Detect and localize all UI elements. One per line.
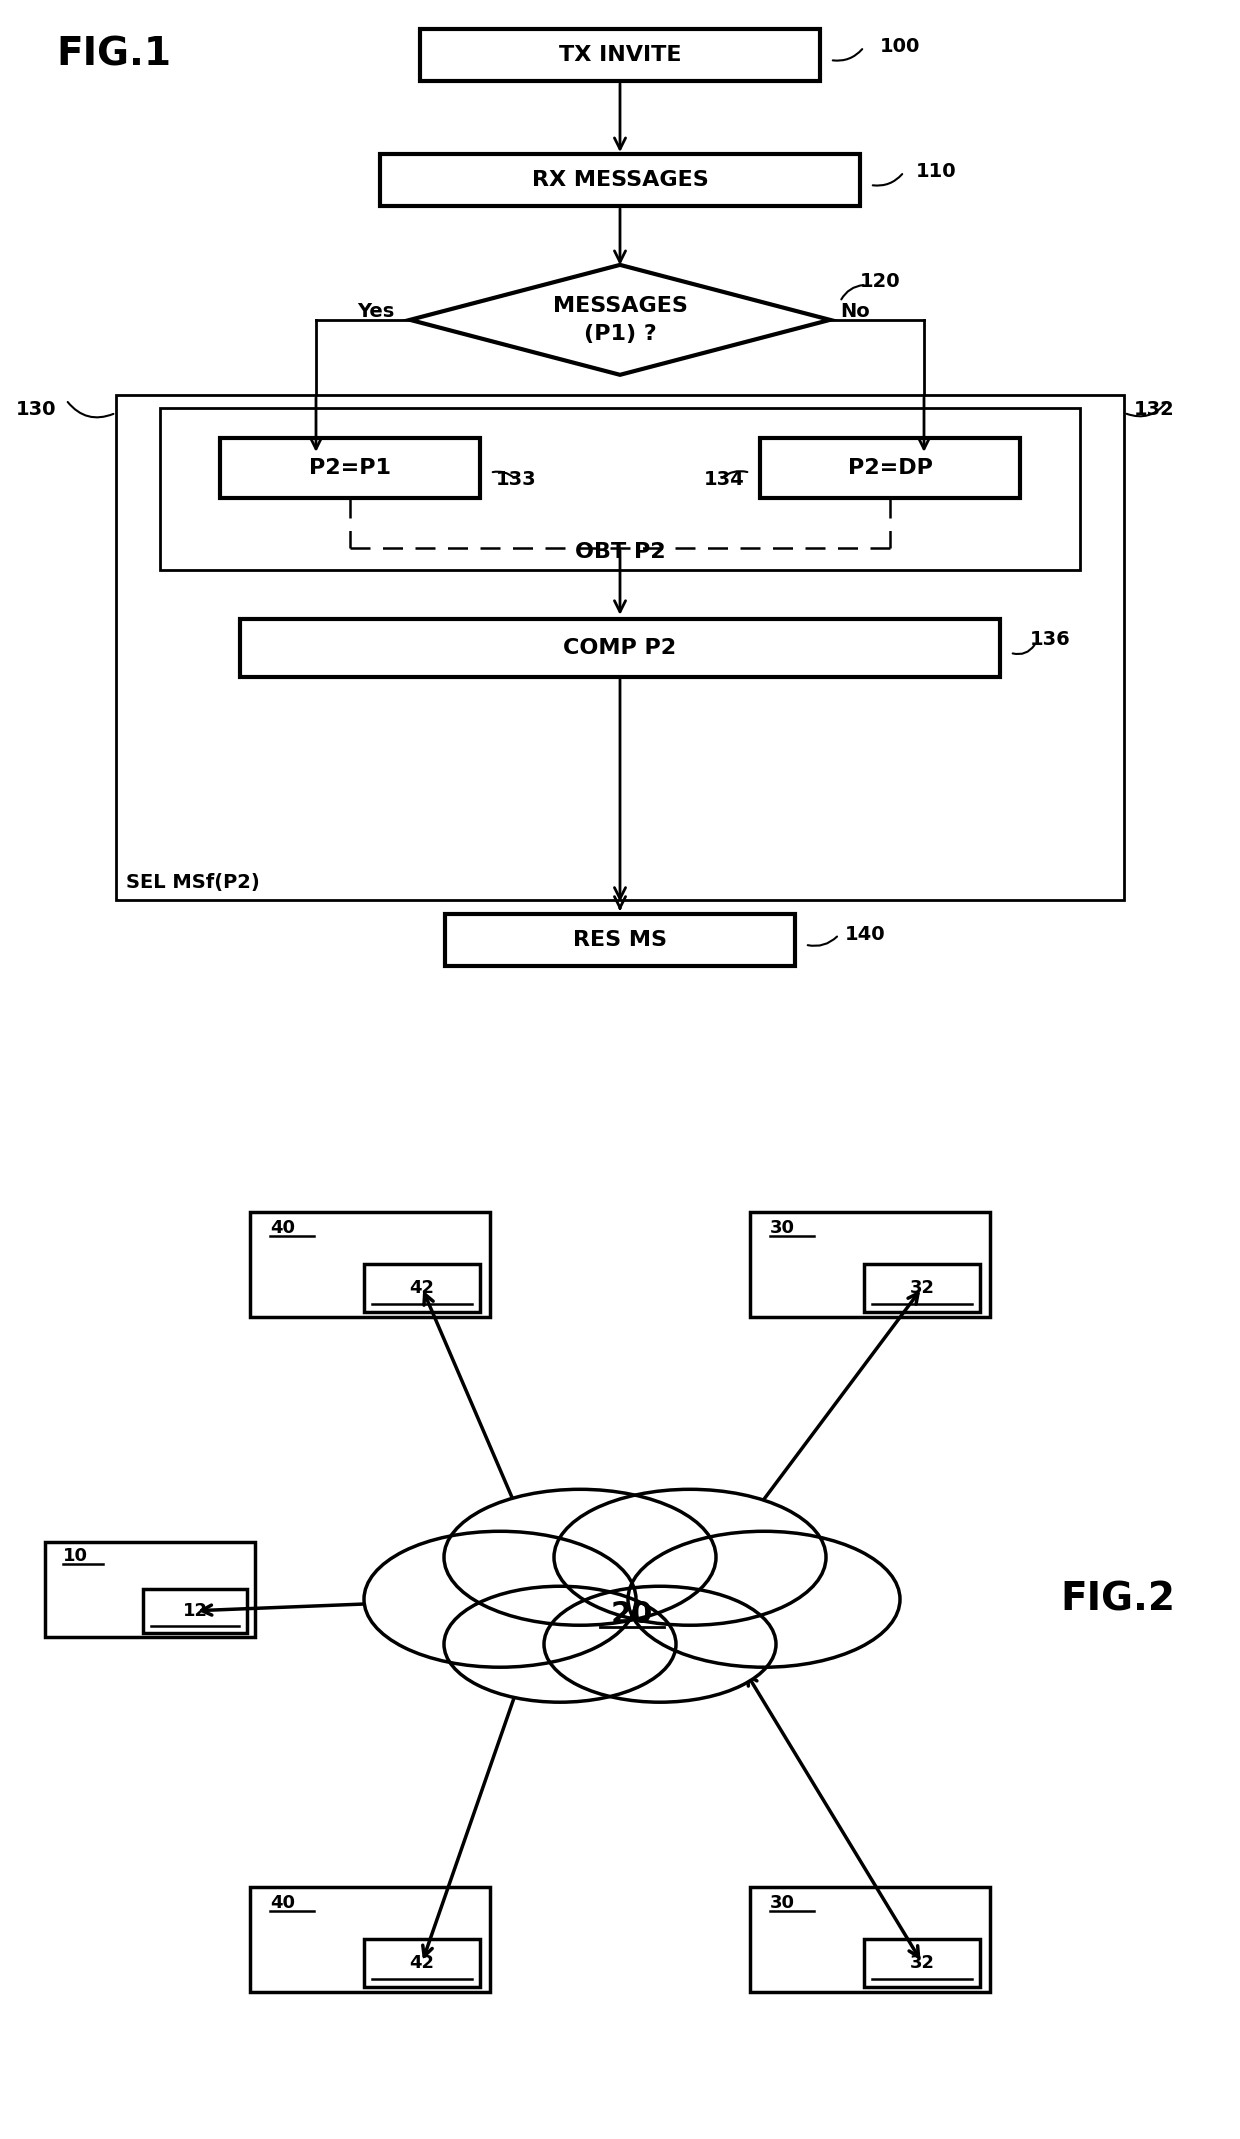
Text: 140: 140 <box>844 924 885 943</box>
Bar <box>117 396 1123 901</box>
Text: 136: 136 <box>1030 631 1071 650</box>
Text: 42: 42 <box>409 1953 434 1972</box>
Bar <box>45 1542 255 1636</box>
Text: 40: 40 <box>270 1219 295 1236</box>
Text: (P1) ?: (P1) ? <box>584 323 656 344</box>
Circle shape <box>444 1587 676 1703</box>
Text: FIG.1: FIG.1 <box>56 36 171 75</box>
Text: 30: 30 <box>770 1893 795 1912</box>
Text: 130: 130 <box>16 400 57 419</box>
Text: SEL MSf(P2): SEL MSf(P2) <box>126 873 259 892</box>
Text: 134: 134 <box>704 471 745 490</box>
Text: 20: 20 <box>611 1600 653 1628</box>
Bar <box>420 30 820 81</box>
Text: No: No <box>839 302 869 321</box>
Circle shape <box>544 1587 776 1703</box>
Bar <box>250 1887 490 1991</box>
Bar <box>241 618 999 676</box>
Circle shape <box>627 1532 900 1666</box>
Text: P2=DP: P2=DP <box>848 458 932 477</box>
Bar <box>379 154 861 205</box>
Bar <box>365 1938 480 1987</box>
Text: 30: 30 <box>770 1219 795 1236</box>
Text: 32: 32 <box>909 1953 935 1972</box>
Text: COMP P2: COMP P2 <box>563 637 677 657</box>
Bar <box>750 1213 990 1318</box>
Text: FIG.2: FIG.2 <box>1060 1581 1176 1619</box>
Bar <box>750 1887 990 1991</box>
Bar <box>445 913 795 965</box>
Bar <box>219 438 480 498</box>
Text: 10: 10 <box>63 1546 88 1566</box>
Circle shape <box>554 1489 826 1626</box>
Text: RX MESSAGES: RX MESSAGES <box>532 169 708 190</box>
Text: 40: 40 <box>270 1893 295 1912</box>
Text: RES MS: RES MS <box>573 930 667 950</box>
Text: 100: 100 <box>880 39 920 56</box>
Bar <box>143 1589 247 1632</box>
Text: 133: 133 <box>496 471 537 490</box>
Circle shape <box>365 1532 636 1666</box>
Bar <box>365 1264 480 1311</box>
Text: 42: 42 <box>409 1279 434 1296</box>
Bar <box>250 1213 490 1318</box>
Bar <box>864 1264 980 1311</box>
Text: 12: 12 <box>182 1602 207 1619</box>
Text: P2=P1: P2=P1 <box>309 458 391 477</box>
Circle shape <box>444 1489 715 1626</box>
Text: 110: 110 <box>916 163 956 182</box>
Bar <box>760 438 1021 498</box>
Polygon shape <box>410 265 830 374</box>
Text: 132: 132 <box>1135 400 1174 419</box>
Text: OBT P2: OBT P2 <box>574 541 666 563</box>
Bar <box>864 1938 980 1987</box>
Text: TX INVITE: TX INVITE <box>559 45 681 64</box>
Text: 120: 120 <box>861 272 900 291</box>
Bar <box>160 409 1080 569</box>
Text: 32: 32 <box>909 1279 935 1296</box>
Text: MESSAGES: MESSAGES <box>553 295 687 317</box>
Text: Yes: Yes <box>357 302 394 321</box>
